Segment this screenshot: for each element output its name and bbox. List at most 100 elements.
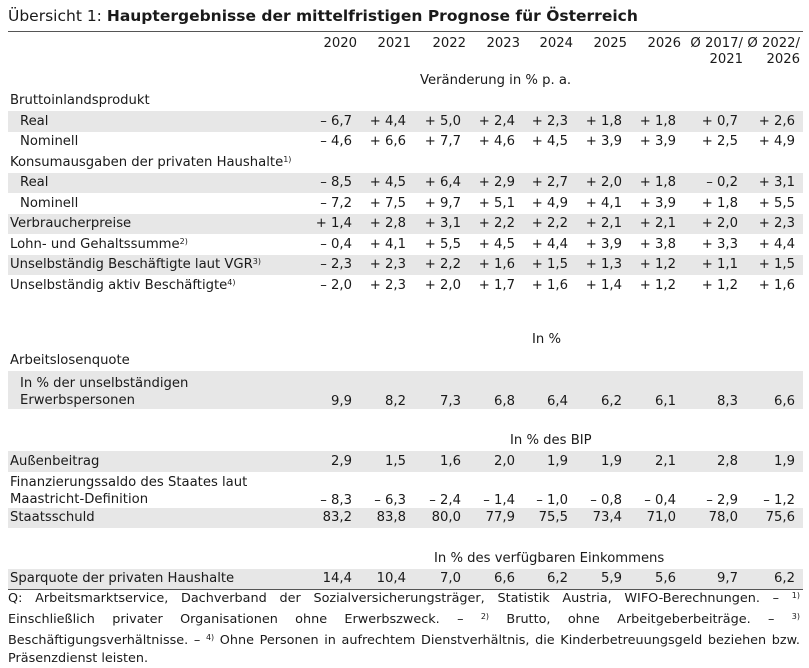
table-cell: + 3,9 [585, 236, 622, 252]
table-cell: 75,5 [523, 507, 576, 528]
table-cell: 83,2 [310, 507, 360, 528]
row-label-text: Lohn- und Gehaltssumme [10, 236, 180, 252]
table-cell: + 3,1 [746, 172, 803, 193]
table-cell: + 5,1 [478, 195, 515, 211]
row-label-line: Maastricht-Definition [10, 491, 149, 507]
footnote-text: Brutto, ohne Arbeitgeberbeiträge. – [489, 612, 792, 627]
table-cell: 6,4 [523, 370, 576, 409]
table-cell: + 4,9 [758, 134, 795, 150]
col-header: 2024 [539, 36, 573, 51]
footnote-mark: 3) [252, 257, 262, 267]
table-cell: + 2,0 [684, 213, 746, 234]
row-label-text: Nominell [20, 134, 79, 150]
table-cell: + 1,4 [310, 213, 360, 234]
table-cell: + 2,9 [469, 172, 523, 193]
table-row: Außenbeitrag 2,9 1,5 1,6 2,0 1,9 1,9 2,1 2,8 1,9 [8, 451, 803, 472]
table-row: Real – 8,5 + 4,5 + 6,4 + 2,9 + 2,7 + 2,0 + 1,8–… [8, 172, 803, 193]
table-cell: – 0,2 [684, 172, 746, 193]
table-row: Unselbständig Beschäftigte laut VGR3) – 2… [8, 254, 803, 275]
table-cell: – 1,4 [483, 492, 515, 508]
row-label-text: Außenbeitrag [10, 453, 100, 469]
table-cell: – 6,3 [374, 492, 406, 508]
footnote-mark: 2) [480, 612, 490, 621]
table-cell: – 2,9 [706, 492, 738, 508]
table-cell: 1,6 [414, 451, 469, 472]
table-cell: – 0,4 [320, 236, 352, 252]
table-cell: – 4,6 [320, 134, 352, 150]
col-header: Ø 2017/ 2021 [684, 34, 746, 70]
row-label-line: In % der unselbständigen [20, 375, 189, 391]
table-cell: 78,0 [684, 507, 746, 528]
table-cell: 83,8 [360, 507, 414, 528]
table-cell: + 4,9 [531, 195, 568, 211]
table-cell: – 0,8 [590, 492, 622, 508]
table-row: Nominell – 7,2 + 7,5 + 9,7 + 5,1 + 4,9 + 4,1 + … [8, 193, 803, 214]
table-cell: – 8,3 [320, 492, 352, 508]
table-cell: – 2,3 [310, 254, 360, 275]
table-row: Staatsschuld 83,2 83,8 80,0 77,9 75,5 73,4 71,0… [8, 507, 803, 528]
table-cell: + 0,7 [684, 111, 746, 132]
table-cell: + 1,5 [746, 254, 803, 275]
footnote-text: Beschäftigungsverhältnisse. – [8, 633, 206, 648]
unit-label: In % des BIP [510, 433, 592, 449]
table-cell: + 2,1 [630, 213, 684, 234]
footnote-mark: 1) [791, 591, 800, 600]
table-cell: – 8,5 [310, 172, 360, 193]
col-header-text: Ø 2022/ 2026 [747, 36, 800, 67]
table-cell: + 2,3 [746, 213, 803, 234]
footnote-mark: 1) [283, 154, 292, 164]
group-row: Arbeitslosenquote [8, 350, 803, 371]
table-cell: + 2,3 [523, 111, 576, 132]
table-cell: + 9,7 [424, 195, 461, 211]
unit-label: Veränderung in % p. a. [420, 72, 572, 88]
table-cell: + 3,3 [701, 236, 738, 252]
table-cell: + 7,5 [369, 195, 406, 211]
table-cell: + 1,6 [758, 277, 795, 293]
table-cell: + 4,5 [360, 172, 414, 193]
table-cell: 5,6 [630, 568, 684, 590]
col-header: 2020 [323, 36, 357, 51]
table-cell: 10,4 [360, 568, 414, 590]
table-cell: + 7,7 [424, 134, 461, 150]
table-cell: + 6,6 [369, 134, 406, 150]
col-header: 2023 [486, 36, 520, 51]
table-row: Lohn- und Gehaltssumme2) – 0,4 + 4,1 + 5,5 +… [8, 234, 803, 255]
col-header: 2022 [432, 36, 466, 51]
table-cell: – 2,0 [320, 277, 352, 293]
row-label-line: Finanzierungssaldo des Staates laut [10, 474, 248, 490]
footnote-mark: 3) [791, 612, 800, 621]
footnote-text: Q: Arbeitsmarktservice, Dachverband der … [8, 591, 792, 606]
table-cell: + 4,4 [758, 236, 795, 252]
table-cell: + 2,8 [360, 213, 414, 234]
table-cell: + 1,6 [469, 254, 523, 275]
table-row: Nominell – 4,6 + 6,6 + 7,7 + 4,6 + 4,5 + 3,9 + … [8, 132, 803, 153]
table-cell: 2,9 [310, 451, 360, 472]
row-label: Real [8, 111, 310, 132]
table-cell: 80,0 [414, 507, 469, 528]
header-row: 2020 2021 2022 2023 2024 2025 2026 Ø 201… [8, 34, 803, 70]
table-cell: + 1,8 [630, 111, 684, 132]
unit-label: In % des verfügbaren Einkommens [434, 550, 665, 566]
row-label: Unselbständig Beschäftigte laut VGR3) [8, 254, 310, 275]
row-label: Nominell [8, 132, 310, 153]
table-cell: + 3,9 [585, 134, 622, 150]
table-cell: + 2,3 [369, 277, 406, 293]
table-cell: + 1,2 [630, 254, 684, 275]
table-cell: + 1,3 [576, 254, 630, 275]
row-label-text: Real [20, 113, 49, 129]
table-row: Real – 6,7 + 4,4 + 5,0 + 2,4 + 2,3 + 1,8 + 1,8 +… [8, 111, 803, 132]
table-cell: 77,9 [469, 507, 523, 528]
unit-row: Veränderung in % p. a. [8, 70, 803, 91]
unit-row: In % des verfügbaren Einkommens [8, 548, 803, 569]
table-cell: + 2,2 [523, 213, 576, 234]
table-cell: + 3,9 [639, 134, 676, 150]
table-cell: + 2,6 [746, 111, 803, 132]
row-label: Nominell [8, 193, 310, 214]
row-label-text: Sparquote der privaten Haushalte [10, 571, 235, 586]
table-cell: 7,3 [414, 370, 469, 409]
table-cell: + 2,4 [469, 111, 523, 132]
footnote-mark: 2) [179, 236, 188, 246]
table-cell: + 5,0 [414, 111, 469, 132]
table-cell: + 4,5 [478, 236, 515, 252]
table-cell: 9,9 [310, 370, 360, 409]
